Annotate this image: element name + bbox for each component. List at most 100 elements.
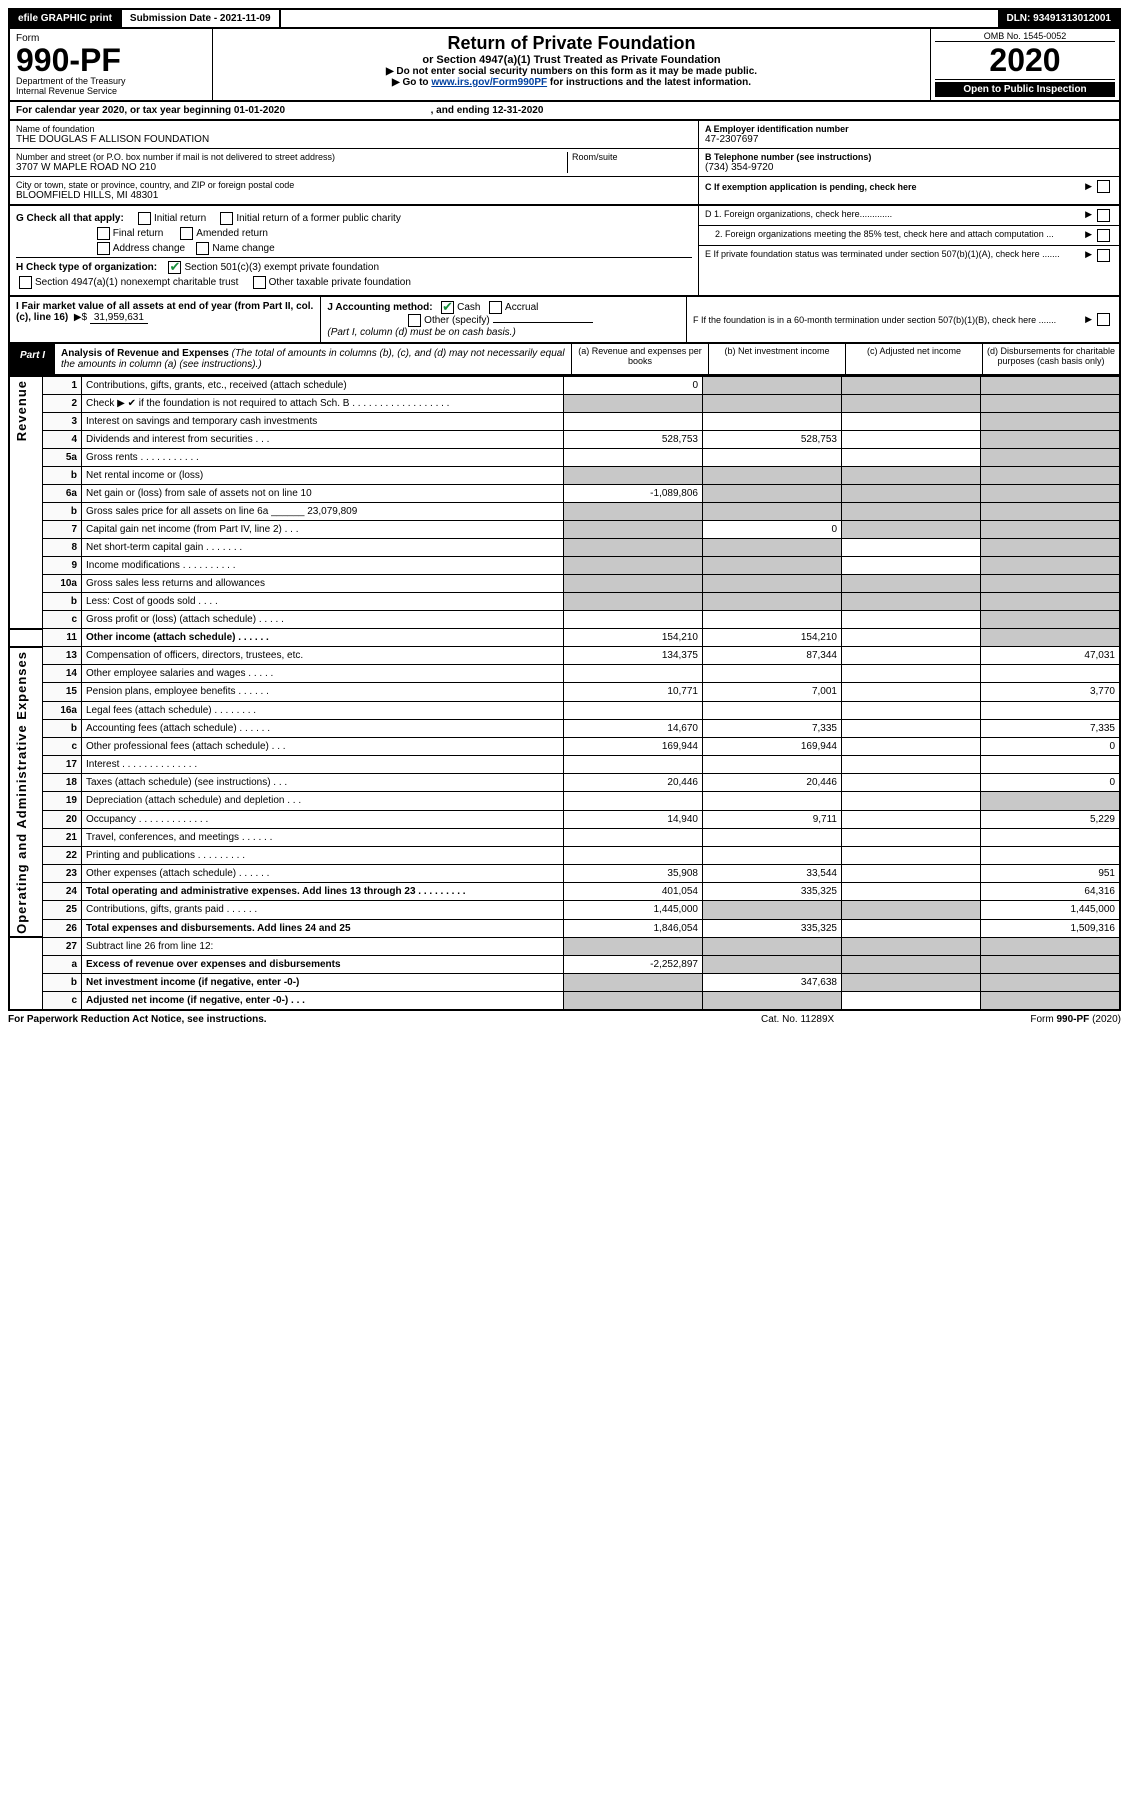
table-row: 9Income modifications . . . . . . . . . … [9,557,1120,575]
c-checkbox[interactable] [1097,180,1110,193]
d2-label: 2. Foreign organizations meeting the 85%… [705,229,1085,242]
footer-form: Form 990-PF (2020) [941,1014,1121,1025]
table-row: 16aLegal fees (attach schedule) . . . . … [9,701,1120,719]
g-initial-checkbox[interactable] [138,212,151,225]
table-row: bLess: Cost of goods sold . . . . [9,593,1120,611]
e-label: E If private foundation status was termi… [705,249,1085,262]
tax-year: 2020 [935,41,1115,80]
ein-label: A Employer identification number [705,124,1113,134]
g-final-checkbox[interactable] [97,227,110,240]
form-header: Form 990-PF Department of the Treasury I… [8,29,1121,102]
expenses-label: Operating and Administrative Expenses [14,651,29,934]
dept-line1: Department of the Treasury [16,76,206,86]
g-address-checkbox[interactable] [97,242,110,255]
phone-value: (734) 354-9720 [705,162,1113,173]
table-row: bGross sales price for all assets on lin… [9,503,1120,521]
omb-no: OMB No. 1545-0052 [935,31,1115,41]
address: 3707 W MAPLE ROAD NO 210 [16,162,567,173]
table-row: 10aGross sales less returns and allowanc… [9,575,1120,593]
h-row: H Check type of organization: Section 50… [16,257,692,274]
part-tag: Part I [10,344,55,374]
form-number: 990-PF [16,44,206,76]
f-checkbox[interactable] [1097,313,1110,326]
table-row: 21Travel, conferences, and meetings . . … [9,828,1120,846]
table-row: 18Taxes (attach schedule) (see instructi… [9,774,1120,792]
d2-checkbox[interactable] [1097,229,1110,242]
g-initial-former-checkbox[interactable] [220,212,233,225]
d1-checkbox[interactable] [1097,209,1110,222]
page-footer: For Paperwork Reduction Act Notice, see … [8,1011,1121,1025]
table-row: bAccounting fees (attach schedule) . . .… [9,719,1120,737]
form-subtitle: or Section 4947(a)(1) Trust Treated as P… [223,54,920,66]
f-block: F If the foundation is in a 60-month ter… [687,297,1119,342]
h-other-checkbox[interactable] [253,276,266,289]
part-desc: Analysis of Revenue and Expenses (The to… [55,344,571,374]
table-row: Revenue 1 Contributions, gifts, grants, … [9,377,1120,395]
header-right: OMB No. 1545-0052 2020 Open to Public In… [931,29,1119,100]
ein-value: 47-2307697 [705,134,1113,145]
table-row: 2Check ▶ ✔ if the foundation is not requ… [9,395,1120,413]
table-row: 14Other employee salaries and wages . . … [9,665,1120,683]
table-row: 19Depreciation (attach schedule) and dep… [9,792,1120,810]
c-label: C If exemption application is pending, c… [705,182,1085,192]
table-row: cGross profit or (loss) (attach schedule… [9,611,1120,629]
table-row: aExcess of revenue over expenses and dis… [9,955,1120,973]
part1-table: Revenue 1 Contributions, gifts, grants, … [8,376,1121,1011]
j-accrual-checkbox[interactable] [489,301,502,314]
calendar-year-row: For calendar year 2020, or tax year begi… [8,102,1121,121]
table-row: 4Dividends and interest from securities … [9,431,1120,449]
name-label: Name of foundation [16,124,692,134]
efile-badge: efile GRAPHIC print [10,10,122,27]
footer-catno: Cat. No. 11289X [761,1014,941,1025]
header-center: Return of Private Foundation or Section … [213,29,931,100]
d1-label: D 1. Foreign organizations, check here..… [705,209,1085,222]
revenue-label: Revenue [14,380,29,441]
arrow-icon [1085,181,1094,192]
g-row: G Check all that apply: Initial return I… [16,212,692,225]
h-4947-checkbox[interactable] [19,276,32,289]
table-row: 7Capital gain net income (from Part IV, … [9,521,1120,539]
e-checkbox[interactable] [1097,249,1110,262]
ijf-row: I Fair market value of all assets at end… [8,297,1121,344]
footer-left: For Paperwork Reduction Act Notice, see … [8,1014,761,1025]
table-row: 15Pension plans, employee benefits . . .… [9,683,1120,701]
j-block: J Accounting method: Cash Accrual Other … [321,297,687,342]
identity-block: Name of foundation THE DOUGLAS F ALLISON… [8,121,1121,206]
h-501c3-checkbox[interactable] [168,261,181,274]
dept-line2: Internal Revenue Service [16,86,206,96]
foundation-name: THE DOUGLAS F ALLISON FOUNDATION [16,134,692,145]
col-b-header: (b) Net investment income [708,344,845,374]
table-row: 11Other income (attach schedule) . . . .… [9,629,1120,647]
g-name-checkbox[interactable] [196,242,209,255]
table-row: 27Subtract line 26 from line 12: [9,937,1120,955]
part1-header: Part I Analysis of Revenue and Expenses … [8,344,1121,376]
j-note: (Part I, column (d) must be on cash basi… [327,327,515,338]
checks-block: G Check all that apply: Initial return I… [8,206,1121,297]
j-cash-checkbox[interactable] [441,301,454,314]
j-other-checkbox[interactable] [408,314,421,327]
col-a-header: (a) Revenue and expenses per books [571,344,708,374]
city-state-zip: BLOOMFIELD HILLS, MI 48301 [16,190,692,201]
col-c-header: (c) Adjusted net income [845,344,982,374]
table-row: 22Printing and publications . . . . . . … [9,846,1120,864]
table-row: Operating and Administrative Expenses 13… [9,647,1120,665]
g-amended-checkbox[interactable] [180,227,193,240]
open-public: Open to Public Inspection [935,82,1115,97]
table-row: bNet rental income or (loss) [9,467,1120,485]
table-row: cAdjusted net income (if negative, enter… [9,991,1120,1010]
table-row: 23Other expenses (attach schedule) . . .… [9,865,1120,883]
table-row: 26Total expenses and disbursements. Add … [9,919,1120,937]
topbar-spacer [281,10,999,27]
table-row: 20Occupancy . . . . . . . . . . . . .14,… [9,810,1120,828]
dln: DLN: 93491313012001 [998,10,1119,27]
form-note2: ▶ Go to www.irs.gov/Form990PF for instru… [223,77,920,88]
table-row: bNet investment income (if negative, ent… [9,973,1120,991]
irs-link[interactable]: www.irs.gov/Form990PF [431,77,547,88]
table-row: 5aGross rents . . . . . . . . . . . [9,449,1120,467]
form-note1: ▶ Do not enter social security numbers o… [223,66,920,77]
table-row: 25Contributions, gifts, grants paid . . … [9,901,1120,919]
addr-label: Number and street (or P.O. box number if… [16,152,567,162]
table-row: 8Net short-term capital gain . . . . . .… [9,539,1120,557]
table-row: 3Interest on savings and temporary cash … [9,413,1120,431]
form-title: Return of Private Foundation [223,33,920,54]
